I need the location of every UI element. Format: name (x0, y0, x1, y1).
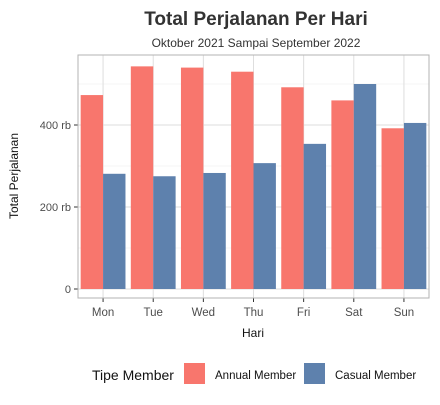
legend: Tipe Member Annual Member Casual Member (92, 363, 416, 384)
x-tick-label-wed: Wed (192, 307, 215, 319)
bar-annual-member-wed (180, 67, 204, 289)
y-axis-title: Total Perjalanan (7, 133, 21, 219)
bars (80, 66, 427, 290)
legend-key-casual-member (304, 363, 325, 384)
bar-casual-member-fri (303, 143, 327, 289)
bar-annual-member-tue (130, 66, 154, 290)
x-tick-label-tue: Tue (144, 307, 163, 319)
y-tick-label: 400 rb (40, 120, 71, 132)
bar-annual-member-fri (281, 87, 304, 289)
legend-key-annual-member (184, 363, 205, 384)
x-tick-label-thu: Thu (244, 307, 264, 319)
plot-border (77, 54, 430, 299)
bar-casual-member-sun (403, 122, 427, 289)
legend-label-annual-member: Annual Member (215, 370, 296, 382)
bar-casual-member-mon (103, 173, 126, 289)
x-tick-label-sat: Sat (345, 307, 363, 319)
bar-casual-member-tue (153, 176, 176, 289)
bar-annual-member-mon (80, 95, 104, 289)
x-tick-label-mon: Mon (92, 307, 114, 319)
bar-annual-member-thu (231, 71, 254, 289)
y-tick-label: 200 rb (40, 202, 71, 214)
x-tick-label-sun: Sun (394, 307, 414, 319)
x-axis-title: Hari (242, 326, 264, 340)
bar-annual-member-sun (381, 128, 404, 289)
axes: 0 200 rb 400 rb Mon Tue Wed Thu Fri Sat Sun (40, 120, 414, 319)
chart-title: Total Perjalanan Per Hari (144, 9, 368, 30)
bar-casual-member-wed (203, 172, 226, 289)
legend-title: Tipe Member (92, 367, 174, 383)
chart-subtitle: Oktober 2021 Sampai September 2022 (152, 36, 361, 50)
bar-casual-member-sat (353, 84, 377, 289)
x-tick-label-fri: Fri (297, 307, 310, 319)
bar-annual-member-sat (331, 100, 354, 290)
legend-label-casual-member: Casual Member (335, 370, 416, 382)
bar-casual-member-thu (253, 163, 276, 289)
y-tick-label: 0 (65, 284, 71, 296)
